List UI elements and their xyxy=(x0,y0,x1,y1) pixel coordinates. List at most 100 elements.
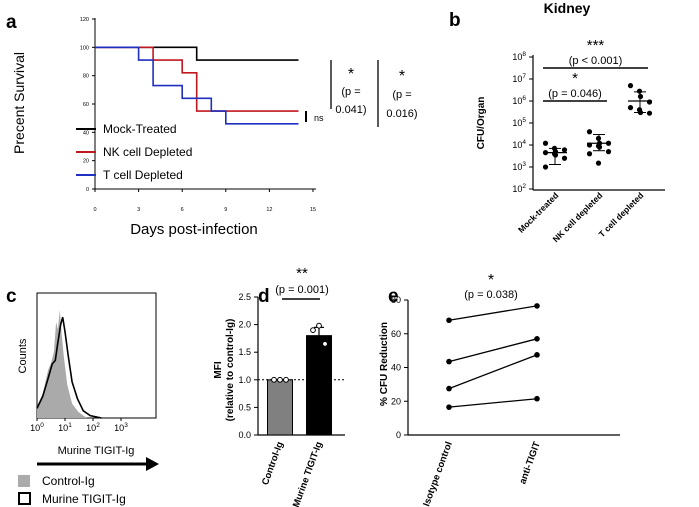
panel-label-c: c xyxy=(6,286,17,307)
b-point xyxy=(542,164,549,170)
d-category-label: Control-Ig xyxy=(260,440,286,487)
b-ytick-label: 103 xyxy=(512,161,526,172)
b-point xyxy=(646,110,653,116)
a-legend-label-t: T cell Depleted xyxy=(103,168,183,182)
panel-b-kidney-chart: Kidney 102 103 104 105 106 107 108 Mock-treate… xyxy=(476,0,665,244)
a-p1-line1: (p = xyxy=(341,86,360,98)
a-ytick-label: 60 xyxy=(83,102,89,108)
e-pair-line xyxy=(448,305,538,321)
a-p1-line2: 0.041) xyxy=(335,104,366,116)
d-point xyxy=(310,327,316,334)
a-legend-label-mock: Mock-Treated xyxy=(103,122,177,136)
panel-label-a: a xyxy=(6,12,17,33)
a-ytick-label: 0 xyxy=(86,187,89,193)
a-p2-line2: 0.016) xyxy=(386,108,417,120)
d-ytick-label: 2.0 xyxy=(238,320,251,330)
a-ytick-label: 80 xyxy=(83,74,89,80)
b-point xyxy=(561,155,568,161)
b-title: Kidney xyxy=(544,0,591,16)
a-star-1: * xyxy=(348,66,354,83)
e-point xyxy=(446,385,452,392)
e-point xyxy=(534,395,540,402)
panel-a-survival-chart: 0 20 40 60 80 100 120 0 3 6 9 12 15 Precent Survival… xyxy=(11,17,418,238)
c-xtick-label: 103 xyxy=(114,422,128,433)
e-ytick-label: 40 xyxy=(391,363,401,373)
e-ytick-label: 0 xyxy=(396,430,401,440)
b-sig-star: * xyxy=(572,70,578,87)
e-ytick-label: 20 xyxy=(391,396,401,406)
e-ylabel: % CFU Reduction xyxy=(379,322,390,406)
a-series-t xyxy=(95,46,299,125)
a-xtick-label: 3 xyxy=(137,207,140,213)
e-category-label: anti-TIGIT xyxy=(517,440,543,486)
b-ytick-label: 104 xyxy=(512,139,526,150)
c-histogram-control xyxy=(37,310,87,418)
c-xtick-label: 102 xyxy=(86,422,100,433)
panel-c-histogram: 100 101 102 103 Counts Murine TIGIT-Ig Cont… xyxy=(17,292,159,506)
b-point xyxy=(636,88,643,94)
d-bar xyxy=(306,335,332,436)
c-legend-label-tigit: Murine TIGIT-Ig xyxy=(42,492,126,506)
d-point xyxy=(277,376,283,383)
d-sig-star: ** xyxy=(296,265,308,282)
c-xtick-label: 100 xyxy=(30,422,44,433)
d-ylabel-line2: (relative to control-Ig) xyxy=(225,319,236,422)
a-xtick-label: 15 xyxy=(310,207,316,213)
a-star-2: * xyxy=(399,68,405,85)
b-ytick-label: 105 xyxy=(512,117,526,128)
a-series-nk xyxy=(95,46,299,112)
a-series-mock xyxy=(95,46,299,61)
d-category-label: Murine TIGIT-Ig xyxy=(291,440,325,507)
e-ytick-label: 60 xyxy=(391,329,401,339)
d-point xyxy=(322,341,328,347)
e-pair-line xyxy=(448,354,538,390)
a-ytick-label: 40 xyxy=(83,130,89,136)
d-point xyxy=(316,322,322,329)
panel-label-e: e xyxy=(388,286,399,307)
e-sig-star: * xyxy=(488,272,494,289)
a-ytick-label: 20 xyxy=(83,159,89,165)
e-point xyxy=(446,358,452,365)
b-sig-p: (p < 0.001) xyxy=(569,55,623,67)
b-point xyxy=(595,160,602,166)
b-point xyxy=(627,105,634,111)
b-ytick-label: 107 xyxy=(512,73,526,84)
b-point xyxy=(561,147,568,153)
b-ylabel: CFU/Organ xyxy=(476,97,487,150)
b-point xyxy=(627,83,634,89)
a-legend-label-nk: NK cell Depleted xyxy=(103,145,192,159)
e-point xyxy=(534,303,540,309)
c-legend-swatch-tigit xyxy=(18,492,31,505)
b-point xyxy=(586,129,593,135)
e-point xyxy=(534,352,540,358)
b-sig-star: *** xyxy=(587,37,605,54)
c-xtick-label: 101 xyxy=(58,422,72,433)
c-arrow-head xyxy=(146,457,159,471)
a-ylabel: Precent Survival xyxy=(11,52,27,154)
a-xtick-label: 9 xyxy=(224,207,227,213)
a-p2-line1: (p = xyxy=(392,89,411,101)
e-pair-line xyxy=(448,338,538,363)
c-legend-swatch-control xyxy=(18,475,30,487)
c-xlabel: Murine TIGIT-Ig xyxy=(58,445,135,457)
panel-d-bar-chart: 0.0 0.5 1.0 1.5 2.0 2.5 Control-Ig Murine TIGI… xyxy=(213,265,345,507)
c-histogram-tigit xyxy=(36,316,102,419)
d-point xyxy=(283,376,289,383)
a-ytick-label: 120 xyxy=(80,17,89,23)
d-sig-p: (p = 0.001) xyxy=(275,284,329,296)
a-legend: Mock-Treated NK cell Depleted T cell Dep… xyxy=(76,122,192,182)
panel-label-d: d xyxy=(258,286,270,307)
a-xtick-label: 0 xyxy=(93,207,96,213)
e-ytick-label: 80 xyxy=(391,295,401,305)
b-point xyxy=(646,99,653,105)
e-point xyxy=(534,336,540,342)
c-legend-label-control: Control-Ig xyxy=(42,474,95,488)
e-sig-p: (p = 0.038) xyxy=(464,289,518,301)
b-ytick-label: 108 xyxy=(512,51,526,62)
a-xtick-label: 6 xyxy=(181,207,184,213)
e-point xyxy=(446,404,452,410)
a-ytick-label: 100 xyxy=(80,45,89,51)
d-ylabel-line1: MFI xyxy=(213,361,224,378)
e-category-label: Isotype control xyxy=(421,440,455,507)
